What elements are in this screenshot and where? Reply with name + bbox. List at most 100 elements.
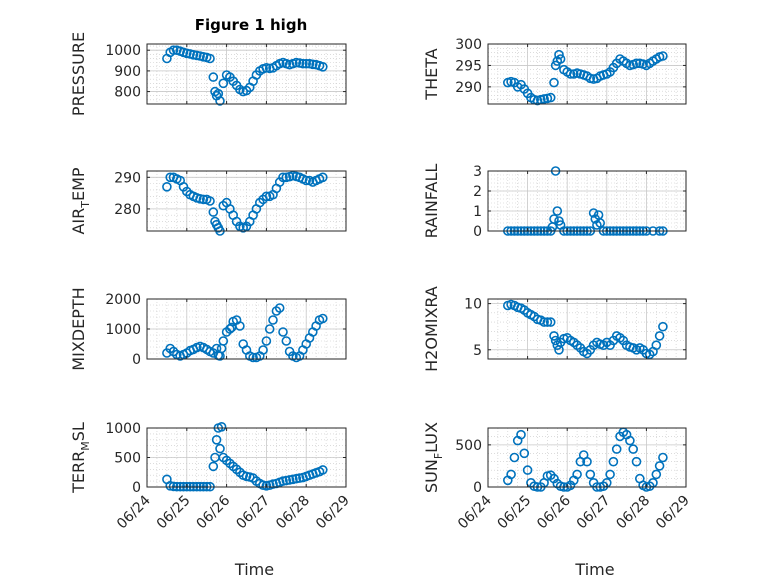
- data-point: [565, 69, 576, 79]
- data-point: [542, 317, 553, 327]
- axes-box: [487, 170, 687, 232]
- data-point: [317, 465, 328, 475]
- data-point: [539, 94, 549, 104]
- data-point: [205, 53, 215, 64]
- y-tick-label: 2000: [105, 292, 141, 308]
- subplot-6: 5 10 H2OMIXRA: [422, 286, 687, 372]
- subplot-7: 06/24 06/25 06/26 06/27 06/28 06/29 0 500 1000 TE…: [69, 421, 353, 579]
- data-point: [218, 78, 229, 89]
- data-point: [294, 473, 305, 483]
- data-point: [261, 336, 272, 346]
- data-point: [165, 172, 175, 183]
- y-tick-label: 290: [455, 80, 482, 96]
- axes-box: [146, 43, 347, 105]
- data-point: [301, 175, 312, 186]
- y-axis-label: RAINFALL: [422, 164, 441, 239]
- axes-box: [487, 298, 687, 360]
- data-point: [278, 172, 288, 183]
- y-tick-label: 800: [114, 85, 141, 101]
- y-tick-label: 1000: [105, 322, 141, 338]
- subplot-5: 0 1000 2000 MIXDEPTH: [69, 287, 347, 371]
- y-tick-label: 280: [114, 202, 141, 218]
- y-axis-label: AIRTEMP: [69, 167, 92, 234]
- y-tick-label: 500: [455, 438, 482, 454]
- data-point: [654, 461, 665, 471]
- y-tick-label: 295: [455, 58, 482, 74]
- subplot-3: 280 290 AIRTEMP: [69, 167, 347, 236]
- data-point: [208, 461, 219, 472]
- y-tick-label: 1000: [105, 43, 141, 59]
- y-axis-label: H2OMIXRA: [422, 286, 441, 372]
- data-point: [552, 206, 563, 216]
- y-axis-label: PRESSURE: [69, 32, 88, 116]
- data-point: [261, 191, 272, 202]
- data-point: [162, 182, 172, 192]
- data-point: [168, 45, 179, 56]
- data-point: [198, 194, 209, 205]
- axes-box: [487, 43, 687, 105]
- y-tick-label: 300: [455, 37, 482, 53]
- x-tick-label: 06/24: [455, 492, 495, 532]
- x-tick-label: 06/25: [154, 493, 194, 533]
- x-tick-label: 06/27: [233, 493, 273, 533]
- data-point: [605, 469, 615, 480]
- x-axis-label: Time: [574, 560, 614, 579]
- data-point: [611, 444, 622, 454]
- data-point: [658, 51, 668, 61]
- data-point: [225, 324, 235, 334]
- data-point: [625, 435, 635, 446]
- data-point: [298, 58, 308, 69]
- data-point: [317, 313, 328, 324]
- data-point: [631, 456, 642, 467]
- data-point: [549, 77, 559, 88]
- data-point: [608, 456, 619, 467]
- data-point: [628, 444, 639, 454]
- data-point: [658, 321, 668, 332]
- data-point: [188, 49, 199, 60]
- x-tick-label: 06/28: [613, 493, 653, 533]
- y-tick-label: 10: [464, 297, 482, 313]
- x-tick-label: 06/29: [653, 493, 693, 533]
- data-point: [216, 421, 227, 432]
- y-tick-label: 5: [473, 343, 482, 359]
- data-point: [301, 58, 312, 69]
- data-point: [268, 315, 278, 325]
- y-tick-label: 1: [473, 204, 482, 220]
- y-axis-label: TERRMSL: [69, 422, 92, 494]
- axes-box: [487, 427, 687, 488]
- data-point: [651, 469, 662, 480]
- data-point: [554, 49, 564, 60]
- x-axis-label: Time: [234, 560, 274, 579]
- y-axis-label: SUNFLUX: [422, 422, 445, 493]
- data-point: [572, 469, 582, 480]
- y-tick-label: 3: [473, 164, 482, 180]
- y-tick-label: 290: [114, 170, 141, 186]
- data-point: [539, 317, 549, 327]
- y-axis-label: MIXDEPTH: [69, 287, 88, 370]
- y-tick-label: 500: [114, 451, 141, 467]
- data-point: [522, 465, 533, 475]
- y-axis-label: THETA: [422, 48, 441, 100]
- data-point: [545, 92, 556, 103]
- data-point: [549, 214, 559, 224]
- data-point: [509, 452, 520, 463]
- x-tick-label: 06/25: [495, 493, 535, 533]
- subplot-8: 06/24 06/25 06/26 06/27 06/28 06/29 0 500 SUNFLU…: [422, 422, 693, 579]
- data-point: [588, 208, 599, 218]
- data-point: [317, 62, 328, 72]
- x-tick-label: 06/26: [534, 492, 574, 532]
- data-point: [658, 452, 668, 463]
- data-point: [211, 434, 222, 445]
- data-point: [631, 58, 642, 69]
- data-point: [654, 331, 665, 341]
- data-point: [215, 96, 225, 106]
- x-tick-label: 06/28: [273, 493, 313, 533]
- x-tick-label: 06/27: [574, 493, 614, 533]
- data-point: [550, 60, 561, 71]
- y-tick-label: 900: [114, 64, 141, 80]
- x-tick-label: 06/29: [313, 493, 353, 533]
- data-point: [168, 481, 179, 492]
- x-tick-label: 06/24: [114, 492, 154, 532]
- data-point: [307, 59, 318, 70]
